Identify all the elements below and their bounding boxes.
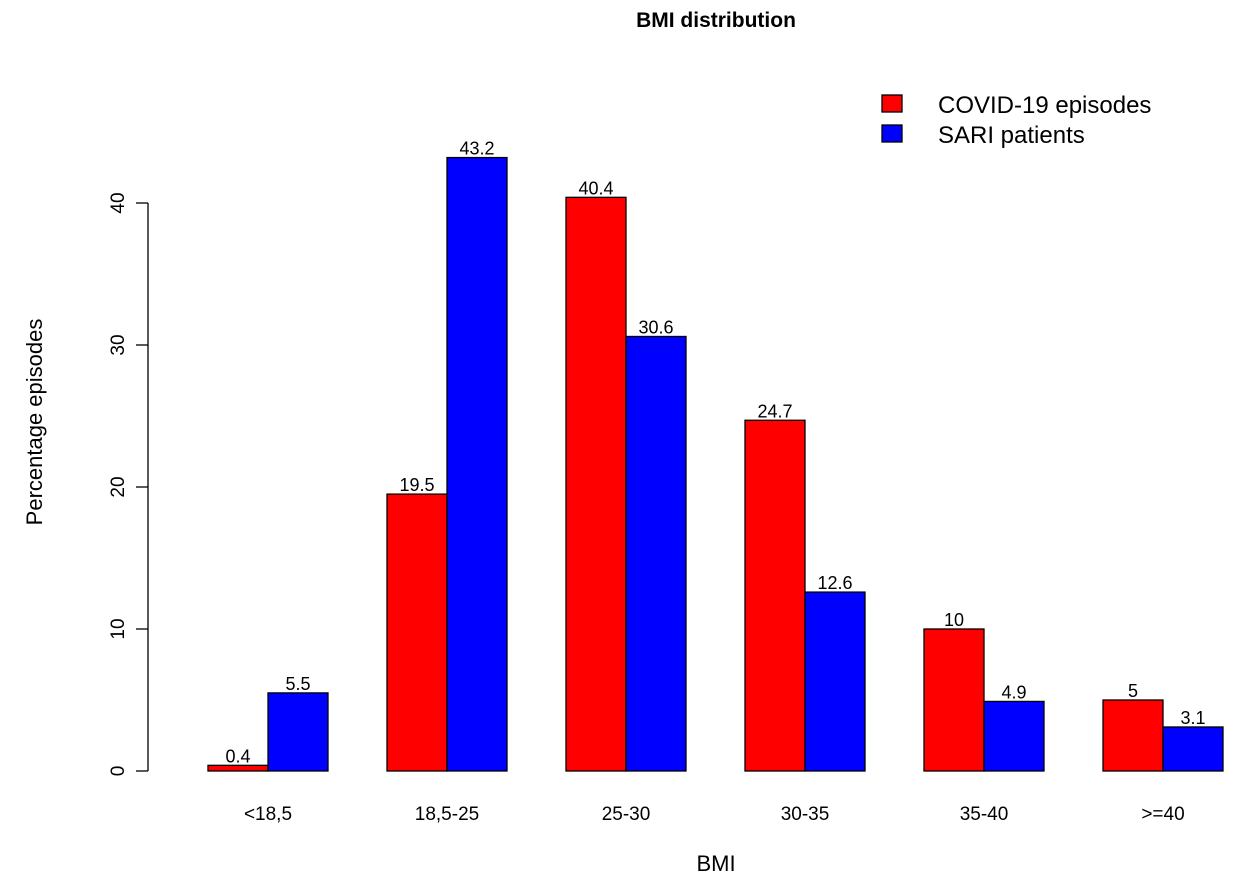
bar-value-label: 3.1 [1180, 708, 1205, 728]
legend-label: SARI patients [938, 122, 1085, 149]
bar [1102, 699, 1164, 772]
bar [923, 628, 985, 772]
bar-value-label: 4.9 [1001, 682, 1026, 702]
bar-value-label: 30.6 [638, 317, 673, 337]
bar-value-label: 5 [1128, 681, 1138, 701]
y-tick-label: 30 [108, 334, 129, 355]
bar [983, 700, 1045, 772]
y-tick-label: 10 [108, 618, 129, 639]
y-axis-label: Percentage episodes [22, 319, 47, 526]
bar-value-label: 10 [944, 610, 964, 630]
bar-value-label: 24.7 [757, 401, 792, 421]
legend-swatch [881, 94, 903, 113]
legend-label: COVID-19 episodes [938, 92, 1151, 119]
bar [625, 335, 687, 772]
bar-value-label: 43.2 [459, 139, 494, 159]
bar [804, 591, 866, 772]
legend-swatch [881, 124, 903, 143]
y-tick-label: 20 [108, 476, 129, 497]
chart-title: BMI distribution [636, 9, 796, 32]
x-tick-label: 30-35 [781, 804, 830, 825]
bar [267, 692, 329, 772]
bar [386, 493, 448, 772]
bar-value-label: 19.5 [399, 475, 434, 495]
bar [565, 196, 627, 772]
x-axis-label: BMI [696, 851, 735, 876]
x-tick-label: 25-30 [602, 804, 651, 825]
x-tick-label: >=40 [1141, 804, 1184, 825]
bar-value-label: 5.5 [285, 674, 310, 694]
legend: COVID-19 episodes SARI patients [881, 92, 1151, 149]
bar [1162, 726, 1224, 772]
bar [446, 156, 508, 772]
bar [744, 419, 806, 772]
x-tick-label: <18,5 [244, 804, 292, 825]
x-axis-tick-labels: <18,5 18,5-25 25-30 30-35 35-40 >=40 [244, 804, 1185, 825]
bar-value-label: 40.4 [578, 178, 613, 198]
x-tick-label: 18,5-25 [415, 804, 479, 825]
bar-value-label: 12.6 [817, 573, 852, 593]
x-tick-label: 35-40 [960, 804, 1009, 825]
y-tick-label: 0 [108, 766, 129, 777]
bars: 0.4 5.5 19.5 43.2 40.4 30.6 24.7 12.6 10 4.9 5 3.1 [207, 139, 1224, 772]
bar-value-label: 0.4 [225, 746, 250, 766]
y-tick-label: 40 [108, 192, 129, 213]
y-axis: 0 10 20 30 40 [108, 192, 149, 777]
